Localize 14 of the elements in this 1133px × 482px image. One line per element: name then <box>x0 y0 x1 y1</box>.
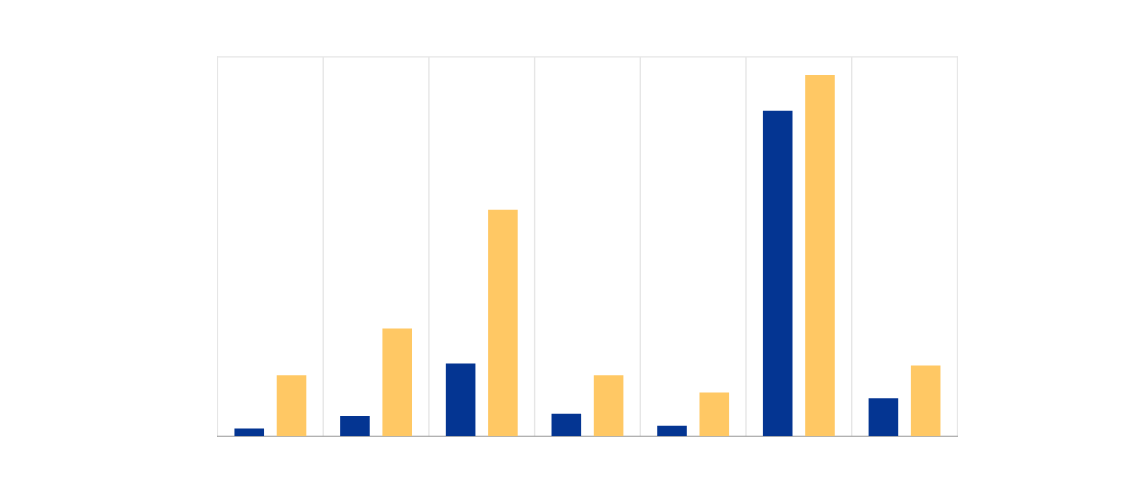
bar <box>762 110 793 437</box>
bar <box>805 74 835 437</box>
bar <box>445 363 476 437</box>
bar <box>234 428 265 437</box>
bar <box>910 365 941 437</box>
bar <box>657 425 687 437</box>
bar <box>593 375 624 437</box>
bar <box>868 398 899 437</box>
bar <box>488 209 518 437</box>
bar <box>340 415 370 437</box>
bar <box>382 328 413 437</box>
bar <box>276 375 307 437</box>
bar <box>551 413 582 437</box>
bar <box>699 392 730 437</box>
